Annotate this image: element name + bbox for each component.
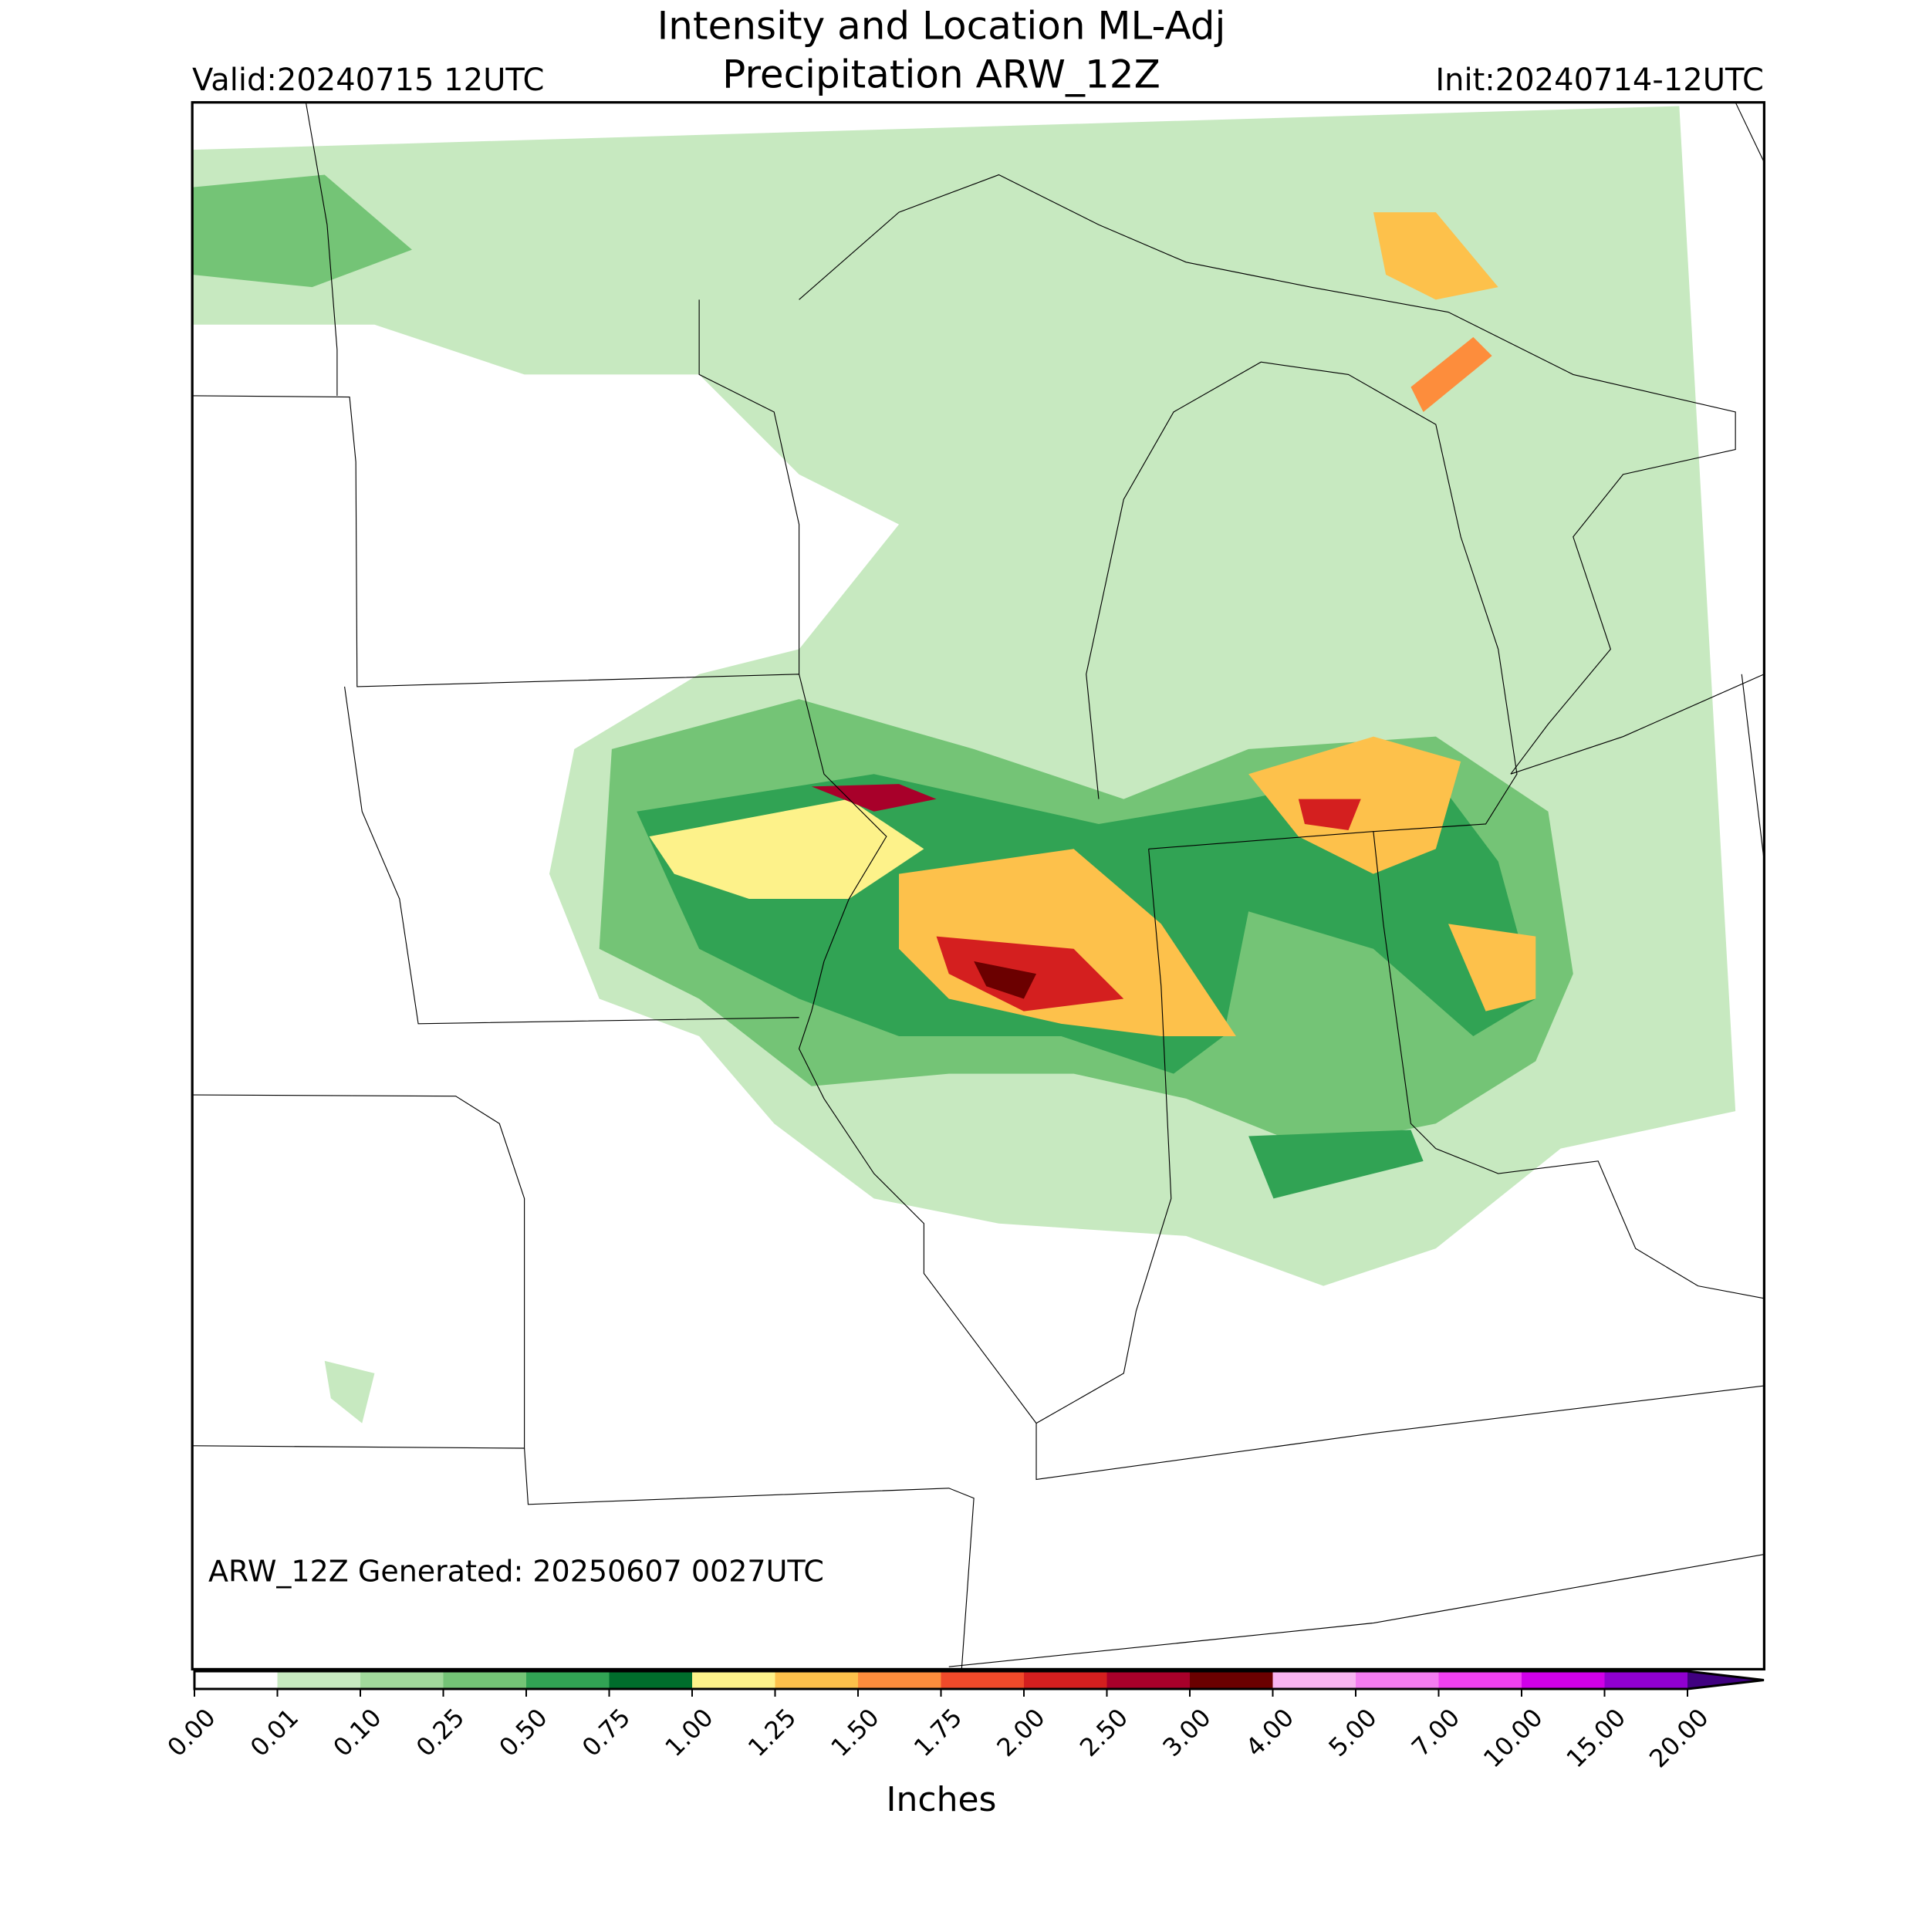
colorbar-tick-label: 1.00 xyxy=(659,1703,718,1762)
colorbar-tick-label: 1.75 xyxy=(908,1703,968,1762)
colorbar-segment xyxy=(360,1671,444,1689)
colorbar-tick-label: 1.50 xyxy=(825,1703,884,1762)
boundaries xyxy=(192,102,1765,1674)
colorbar-tick-label: 1.25 xyxy=(742,1703,802,1762)
colorbar-segment xyxy=(858,1671,941,1689)
map-frame xyxy=(191,101,1765,1671)
colorbar-tick-label: 0.10 xyxy=(327,1703,387,1762)
colorbar-tick-label: 0.75 xyxy=(576,1703,636,1762)
init-time: Init:20240714-12UTC xyxy=(1435,62,1764,98)
colorbar-tick-label: 2.00 xyxy=(991,1703,1050,1762)
colorbar-tick-label: 20.00 xyxy=(1644,1703,1714,1774)
map xyxy=(191,101,1765,1674)
colorbar-segment xyxy=(194,1671,278,1689)
precip-field xyxy=(192,106,1736,1424)
colorbar-tick-label: 10.00 xyxy=(1478,1703,1549,1774)
colorbar-tick-label: 0.25 xyxy=(410,1703,470,1762)
colorbar-segment xyxy=(1272,1671,1356,1689)
colorbar-segment xyxy=(443,1671,526,1689)
colorbar-segment xyxy=(1190,1671,1273,1689)
colorbar-tick-label: 5.00 xyxy=(1323,1703,1382,1762)
colorbar-tick-label: 2.50 xyxy=(1074,1703,1133,1762)
colorbar-label: Inches xyxy=(887,1780,997,1819)
generated-note: ARW_12Z Generated: 20250607 0027UTC xyxy=(208,1555,824,1589)
colorbar-tick-label: 0.00 xyxy=(161,1703,221,1762)
colorbar-extend xyxy=(1687,1671,1764,1689)
colorbar-segment xyxy=(775,1671,858,1689)
colorbar-segment xyxy=(1106,1671,1190,1689)
valid-time: Valid:20240715 12UTC xyxy=(192,62,544,98)
title-line-1: Intensity and Location ML-Adj xyxy=(657,4,1226,49)
colorbar-tick-label: 0.50 xyxy=(493,1703,552,1762)
colorbar-segment xyxy=(941,1671,1024,1689)
colorbar-tick-label: 3.00 xyxy=(1157,1703,1216,1762)
colorbar-segment xyxy=(609,1671,692,1689)
colorbar-segment xyxy=(277,1671,360,1689)
title-line-2: Precipitation ARW_12Z xyxy=(722,52,1160,97)
colorbar-segment xyxy=(1438,1671,1522,1689)
colorbar-segment xyxy=(526,1671,610,1689)
colorbar-segment xyxy=(1604,1671,1687,1689)
colorbar-segment xyxy=(1522,1671,1605,1689)
colorbar-outline xyxy=(193,1670,1765,1690)
colorbar-tick-label: 0.01 xyxy=(245,1703,304,1762)
colorbar-segment xyxy=(1356,1671,1439,1689)
colorbar-segment xyxy=(1024,1671,1107,1689)
colorbar-tick-label: 7.00 xyxy=(1406,1703,1465,1762)
colorbar: 0.00 0.01 0.10 0.25 0.50 0.75 1.00 1.25 1.50 1.75… xyxy=(161,1670,1765,1774)
colorbar-segment xyxy=(692,1671,775,1689)
colorbar-tick-label: 15.00 xyxy=(1560,1703,1631,1774)
colorbar-tick-label: 4.00 xyxy=(1240,1703,1299,1762)
